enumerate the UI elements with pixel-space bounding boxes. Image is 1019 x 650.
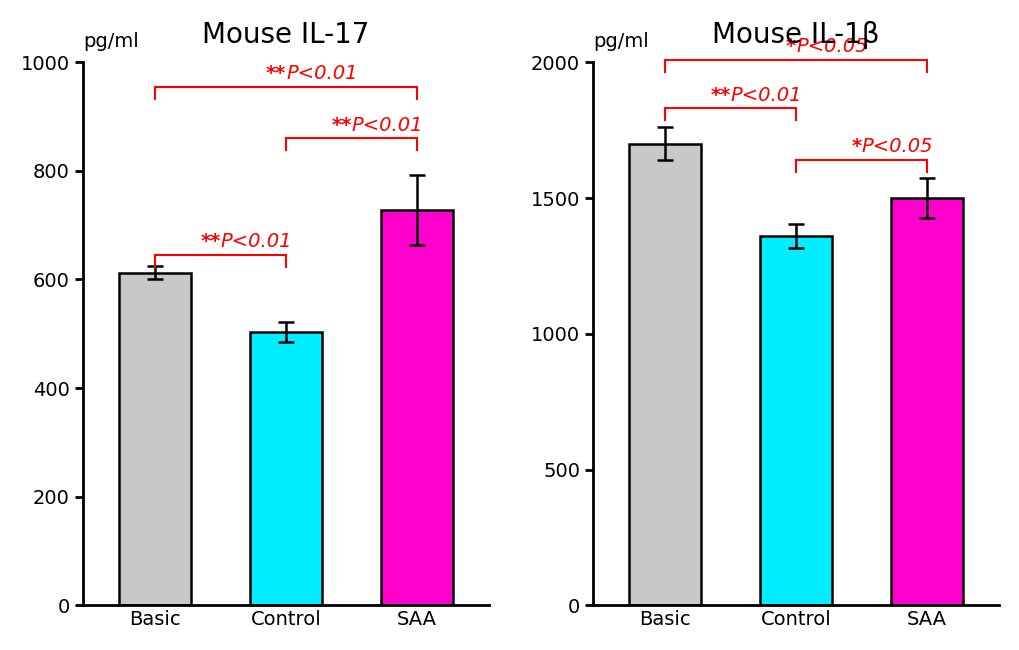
- Text: **: **: [331, 116, 352, 135]
- Text: *: *: [851, 137, 861, 157]
- Text: P<0.05: P<0.05: [861, 137, 932, 157]
- Text: *: *: [786, 37, 796, 56]
- Text: P<0.01: P<0.01: [730, 86, 802, 105]
- Title: Mouse IL-17: Mouse IL-17: [202, 21, 370, 49]
- Text: P<0.01: P<0.01: [285, 64, 358, 83]
- Text: **: **: [266, 64, 285, 83]
- Bar: [381, 210, 452, 605]
- Bar: [119, 273, 191, 605]
- Text: pg/ml: pg/ml: [593, 32, 648, 51]
- Bar: [759, 236, 832, 605]
- Text: **: **: [200, 233, 220, 252]
- Text: pg/ml: pg/ml: [84, 32, 139, 51]
- Text: P<0.05: P<0.05: [796, 37, 867, 56]
- Bar: [891, 198, 962, 605]
- Title: Mouse IL-1β: Mouse IL-1β: [712, 21, 879, 49]
- Text: P<0.01: P<0.01: [352, 116, 423, 135]
- Bar: [250, 332, 322, 605]
- Text: **: **: [710, 86, 730, 105]
- Text: P<0.01: P<0.01: [220, 233, 291, 252]
- Bar: [629, 144, 701, 605]
